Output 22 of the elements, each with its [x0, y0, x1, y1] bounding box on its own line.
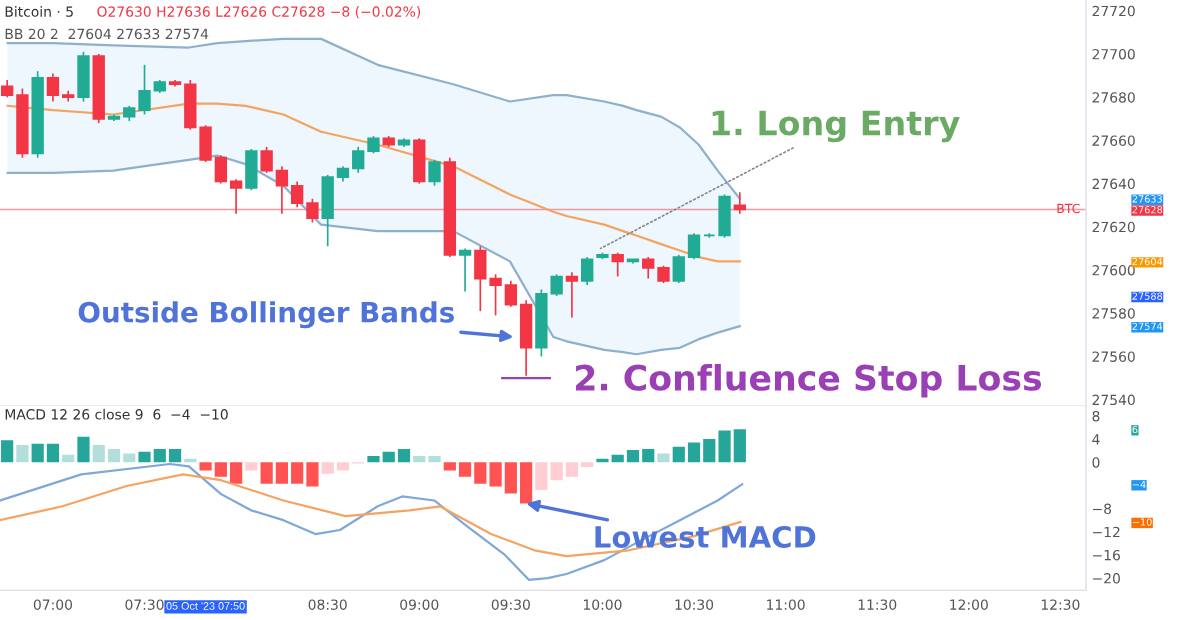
- bar: [657, 453, 670, 463]
- line-series: [6, 102, 741, 263]
- candlestick: [458, 247, 472, 293]
- candlestick: [428, 159, 441, 187]
- bar: [77, 436, 90, 463]
- line-series: [6, 154, 741, 356]
- bar: [1, 440, 14, 463]
- bar: [535, 462, 548, 491]
- candlestick: [565, 271, 579, 319]
- candlestick: [77, 51, 90, 103]
- annotation: 1. Long Entry: [712, 110, 960, 143]
- bar: [62, 454, 75, 463]
- candlestick: [413, 137, 426, 185]
- candlestick: [611, 251, 624, 278]
- line-series: [6, 37, 741, 200]
- candlestick: [581, 256, 594, 286]
- candlestick: [733, 191, 746, 215]
- candlestick: [245, 148, 258, 191]
- bar: [245, 462, 258, 471]
- annotation: Outside Bollinger Bands: [78, 301, 454, 329]
- bar: [16, 444, 29, 463]
- annotation: 2. Confluence Stop Loss: [576, 363, 1042, 398]
